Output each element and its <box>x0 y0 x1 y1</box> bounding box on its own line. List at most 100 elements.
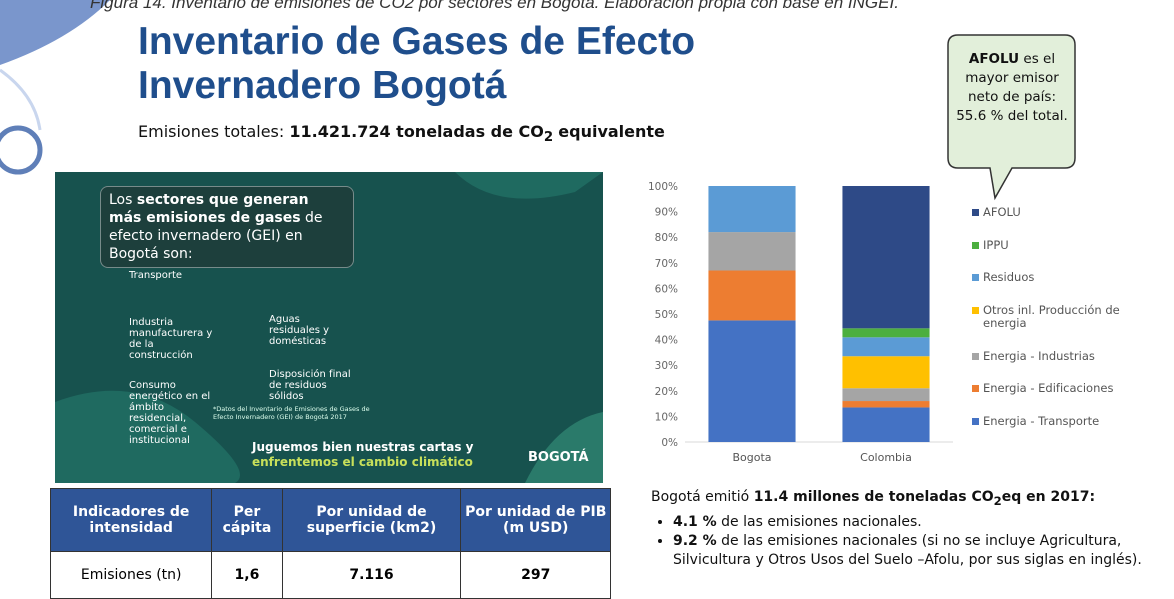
cell: 1,6 <box>211 551 283 599</box>
header-cell: Per cápita <box>211 488 283 552</box>
bar-segment <box>708 232 796 271</box>
legend-swatch <box>972 385 979 393</box>
decor-ring <box>0 125 43 175</box>
bar-segment <box>842 356 930 389</box>
decor-line <box>0 68 42 131</box>
legend-label: Energia - Transporte <box>983 413 1100 428</box>
lead-bold: eq en 2017: <box>1001 489 1096 505</box>
sector-label: Consumo energético en el ámbito residenc… <box>129 380 211 446</box>
sector-label: Industria manufacturera y de la construc… <box>129 317 213 361</box>
y-tick-label: 80% <box>655 232 678 244</box>
y-tick-label: 40% <box>655 335 678 347</box>
logo: BOGOTÁ <box>528 450 589 465</box>
slogan-line: Juguemos bien nuestras cartas y <box>252 440 474 454</box>
callout-bold: AFOLU <box>968 51 1020 67</box>
legend-item: Otros inl. Producción de energia <box>972 303 1122 330</box>
callout-bubble <box>947 34 1076 201</box>
subtitle-suffix: equivalente <box>558 122 665 141</box>
bullet-text: de las emisiones nacionales. <box>721 513 922 530</box>
y-tick-label: 90% <box>655 207 678 219</box>
panel-decor <box>55 172 603 483</box>
decor-arc <box>0 0 110 65</box>
legend-swatch <box>972 274 979 282</box>
legend-item: IPPU <box>972 237 1122 252</box>
subtitle: Emisiones totales: 11.421.724 toneladas … <box>138 122 665 145</box>
legend-label: Residuos <box>983 270 1035 285</box>
legend-item: Residuos <box>972 271 1122 284</box>
bar-segment <box>708 186 796 233</box>
indicator-table: Indicadores de intensidad Per cápita Por… <box>49 488 611 599</box>
legend-swatch <box>972 241 979 249</box>
footnote: *Datos del Inventario de Emisiones de Ga… <box>213 405 370 421</box>
legend-swatch <box>972 209 979 216</box>
blob <box>525 412 603 483</box>
notes: Bogotá emitió 11.4 millones de toneladas… <box>651 488 1166 570</box>
bar-segment <box>842 407 930 442</box>
bar-segment <box>842 337 930 357</box>
legend-swatch <box>972 352 979 360</box>
sector-label: Aguas residuales y domésticas <box>269 314 330 347</box>
subtitle-bold: 11.421.724 toneladas de CO <box>289 122 544 141</box>
bullet: 4.1 % de las emisiones nacionales. <box>673 513 1166 532</box>
legend-item: AFOLU <box>972 206 1122 219</box>
cell: 7.116 <box>281 551 462 599</box>
header-cell: Por unidad de superficie (km2) <box>281 488 462 552</box>
lead-sub: 2 <box>993 493 1002 508</box>
bar-segment <box>842 328 930 338</box>
notes-lead: Bogotá emitió 11.4 millones de toneladas… <box>651 488 1166 511</box>
header-cell: Indicadores de intensidad <box>49 488 213 552</box>
y-tick-label: 30% <box>655 360 678 372</box>
cell: 297 <box>460 551 611 599</box>
legend-item: Energia - Transporte <box>972 413 1122 428</box>
legend-item: Energia - Industrias <box>972 348 1122 363</box>
bullet-text: de las emisiones nacionales (si no se in… <box>673 532 1142 568</box>
callout: AFOLU es el mayor emisor neto de país: 5… <box>952 50 1072 126</box>
lead-text: Bogotá emitió <box>651 489 750 505</box>
caption: Figura 14. Inventario de emisiones de CO… <box>90 0 899 12</box>
x-tick-label: Bogota <box>732 451 771 464</box>
callout-text: es el mayor emisor neto de país: 55.6 % … <box>956 51 1068 124</box>
bullet-bold: 9.2 % <box>673 532 717 549</box>
title: Inventario de Gases de Efecto Invernader… <box>138 20 696 107</box>
legend-label: IPPU <box>983 237 1009 252</box>
bullets: 4.1 % de las emisiones nacionales. 9.2 %… <box>651 513 1166 570</box>
bar-segment <box>708 270 796 321</box>
legend-swatch <box>972 417 979 425</box>
heading-text: Los <box>109 192 133 208</box>
bar-segment <box>708 320 796 442</box>
bar-segment <box>842 186 930 329</box>
bullet: 9.2 % de las emisiones nacionales (si no… <box>673 532 1166 570</box>
x-tick-label: Colombia <box>860 451 912 464</box>
slogan: Juguemos bien nuestras cartas y enfrentem… <box>252 440 473 470</box>
legend-label: Energia - Industrias <box>983 348 1095 363</box>
bar-segment <box>842 401 930 408</box>
heading-bold: sectores que generan más emisiones de ga… <box>109 192 309 226</box>
y-tick-label: 70% <box>655 258 678 270</box>
sector-label: Transporte <box>129 270 183 281</box>
table-header: Indicadores de intensidad Per cápita Por… <box>49 488 611 552</box>
infographic-heading: Los sectores que generan más emisiones d… <box>100 186 354 268</box>
subtitle-prefix: Emisiones totales: <box>138 122 285 141</box>
lead-bold: 11.4 millones de toneladas CO <box>753 489 994 505</box>
y-tick-label: 10% <box>655 411 678 423</box>
blob <box>455 172 603 199</box>
legend-label: Energia - Edificaciones <box>983 381 1114 396</box>
y-tick-label: 20% <box>655 386 678 398</box>
y-tick-label: 50% <box>655 309 678 321</box>
legend-item: Energia - Edificaciones <box>972 382 1122 395</box>
bullet-bold: 4.1 % <box>673 513 717 530</box>
legend-label: AFOLU <box>983 205 1021 219</box>
y-tick-label: 0% <box>661 437 678 449</box>
slogan-line: enfrentemos el cambio climático <box>252 455 473 469</box>
y-tick-label: 100% <box>648 181 678 193</box>
sector-label: Disposición final de residuos sólidos <box>269 369 351 402</box>
blob <box>55 390 240 483</box>
y-tick-label: 60% <box>655 283 678 295</box>
legend: Energia - Transporte Energia - Edificacio… <box>972 206 1122 428</box>
header-cell: Por unidad de PIB (m USD) <box>460 488 611 552</box>
subtitle-sub: 2 <box>543 130 554 146</box>
table-row: Emisiones (tn) 1,6 7.116 297 <box>49 551 611 599</box>
heading-text: de efecto invernadero (GEI) en Bogotá so… <box>109 210 323 262</box>
